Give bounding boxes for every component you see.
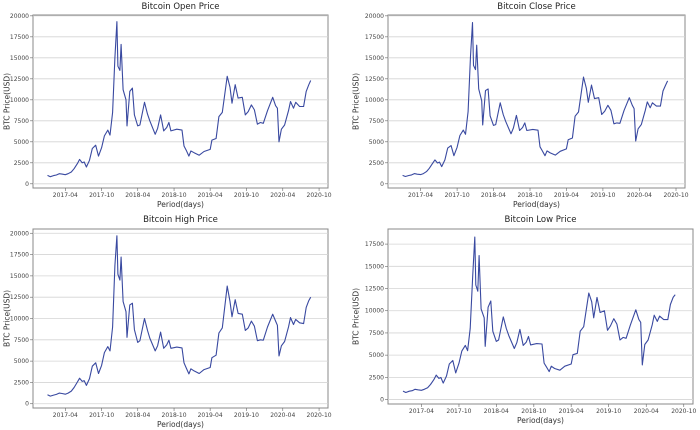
chart-title: Bitcoin Low Price: [504, 215, 576, 225]
x-tick-label: 2020-04: [270, 412, 295, 419]
x-axis-label: Period(days): [513, 200, 560, 209]
y-tick-label: 10000: [10, 316, 29, 323]
x-tick-label: 2018-10: [162, 412, 187, 419]
x-tick-label: 2020-04: [270, 192, 295, 199]
x-tick-label: 2020-04: [627, 192, 652, 199]
x-tick-label: 2020-04: [634, 408, 659, 415]
y-tick-label: 7500: [369, 118, 384, 125]
y-tick-label: 17500: [10, 252, 29, 259]
y-tick-label: 15000: [10, 55, 29, 62]
y-tick-label: 5000: [369, 352, 384, 359]
x-axis-label: Period(days): [517, 416, 564, 425]
y-tick-label: 7500: [14, 118, 29, 125]
x-tick-label: 2020-10: [307, 192, 332, 199]
y-tick-label: 5000: [369, 139, 384, 146]
x-tick-label: 2019-10: [234, 192, 259, 199]
x-tick-label: 2018-10: [162, 192, 187, 199]
x-tick-label: 2020-10: [663, 192, 688, 199]
y-tick-label: 20000: [10, 13, 29, 20]
y-tick-label: 7500: [369, 330, 384, 337]
y-tick-label: 7500: [14, 337, 29, 344]
plot-area: [32, 14, 329, 189]
chart-3: 0 2500 5000 7500 10000 12500 15000 17500 20000 20…: [3, 215, 332, 429]
plot-area: [387, 228, 694, 405]
price-line: [402, 22, 669, 178]
y-tick-label: 10000: [365, 97, 384, 104]
x-tick-label: 2018-04: [481, 192, 506, 199]
chart-title: Bitcoin High Price: [143, 215, 218, 225]
x-tick-label: 2018-04: [125, 412, 150, 419]
y-tick-label: 15000: [365, 55, 384, 62]
y-axis-label: BTC Price(USD): [352, 288, 361, 345]
y-tick-label: 20000: [10, 230, 29, 237]
x-tick-label: 2017-10: [89, 412, 114, 419]
x-tick-label: 2019-10: [596, 408, 621, 415]
plot-area: [387, 14, 686, 189]
y-tick-label: 15000: [10, 273, 29, 280]
y-tick-label: 12500: [365, 286, 384, 293]
chart-2: 0 2500 5000 7500 10000 12500 15000 17500 20000 20…: [352, 2, 689, 209]
y-tick-label: 2500: [14, 379, 29, 386]
y-tick-label: 20000: [365, 13, 384, 20]
y-tick-label: 15000: [365, 263, 384, 270]
x-tick-label: 2017-04: [53, 192, 78, 199]
y-tick-label: 17500: [365, 34, 384, 41]
y-tick-label: 17500: [10, 34, 29, 41]
x-tick-label: 2019-10: [590, 192, 615, 199]
x-tick-label: 2018-04: [484, 408, 509, 415]
x-tick-label: 2019-10: [234, 412, 259, 419]
x-tick-label: 2017-10: [446, 408, 471, 415]
y-tick-label: 2500: [369, 374, 384, 381]
x-tick-label: 2017-04: [53, 412, 78, 419]
y-tick-label: 2500: [369, 160, 384, 167]
y-tick-label: 10000: [365, 308, 384, 315]
y-tick-label: 0: [380, 181, 384, 188]
y-tick-label: 12500: [10, 76, 29, 83]
y-tick-label: 5000: [14, 358, 29, 365]
chart-4: 0 2500 5000 7500 10000 12500 15000 17500 2017-04…: [352, 215, 697, 425]
chart-title: Bitcoin Close Price: [497, 2, 575, 12]
price-line: [47, 235, 312, 397]
x-tick-label: 2017-04: [409, 408, 434, 415]
y-tick-label: 12500: [10, 294, 29, 301]
chart-title: Bitcoin Open Price: [142, 2, 220, 12]
x-tick-label: 2018-04: [125, 192, 150, 199]
x-tick-label: 2017-04: [408, 192, 433, 199]
y-tick-label: 12500: [365, 76, 384, 83]
x-axis-label: Period(days): [157, 200, 204, 209]
y-tick-label: 2500: [14, 160, 29, 167]
x-tick-label: 2020-10: [307, 412, 332, 419]
x-tick-label: 2019-04: [554, 192, 579, 199]
x-tick-label: 2019-04: [198, 192, 223, 199]
y-tick-label: 0: [25, 401, 29, 408]
x-tick-label: 2020-10: [671, 408, 696, 415]
y-axis-label: BTC Price(USD): [3, 73, 12, 130]
y-tick-label: 0: [380, 397, 384, 404]
x-tick-label: 2018-10: [517, 192, 542, 199]
x-tick-label: 2017-10: [89, 192, 114, 199]
y-tick-label: 0: [25, 181, 29, 188]
y-tick-label: 10000: [10, 97, 29, 104]
chart-1: 0 2500 5000 7500 10000 12500 15000 17500 20000 20…: [3, 2, 332, 209]
y-tick-label: 5000: [14, 139, 29, 146]
y-axis-label: BTC Price(USD): [3, 290, 12, 347]
x-tick-label: 2018-10: [521, 408, 546, 415]
y-axis-label: BTC Price(USD): [352, 73, 361, 130]
x-tick-label: 2019-04: [559, 408, 584, 415]
x-tick-label: 2017-10: [445, 192, 470, 199]
price-line: [47, 21, 312, 178]
x-tick-label: 2019-04: [198, 412, 223, 419]
price-line: [402, 236, 676, 394]
x-axis-label: Period(days): [157, 420, 204, 429]
y-tick-label: 17500: [365, 241, 384, 248]
